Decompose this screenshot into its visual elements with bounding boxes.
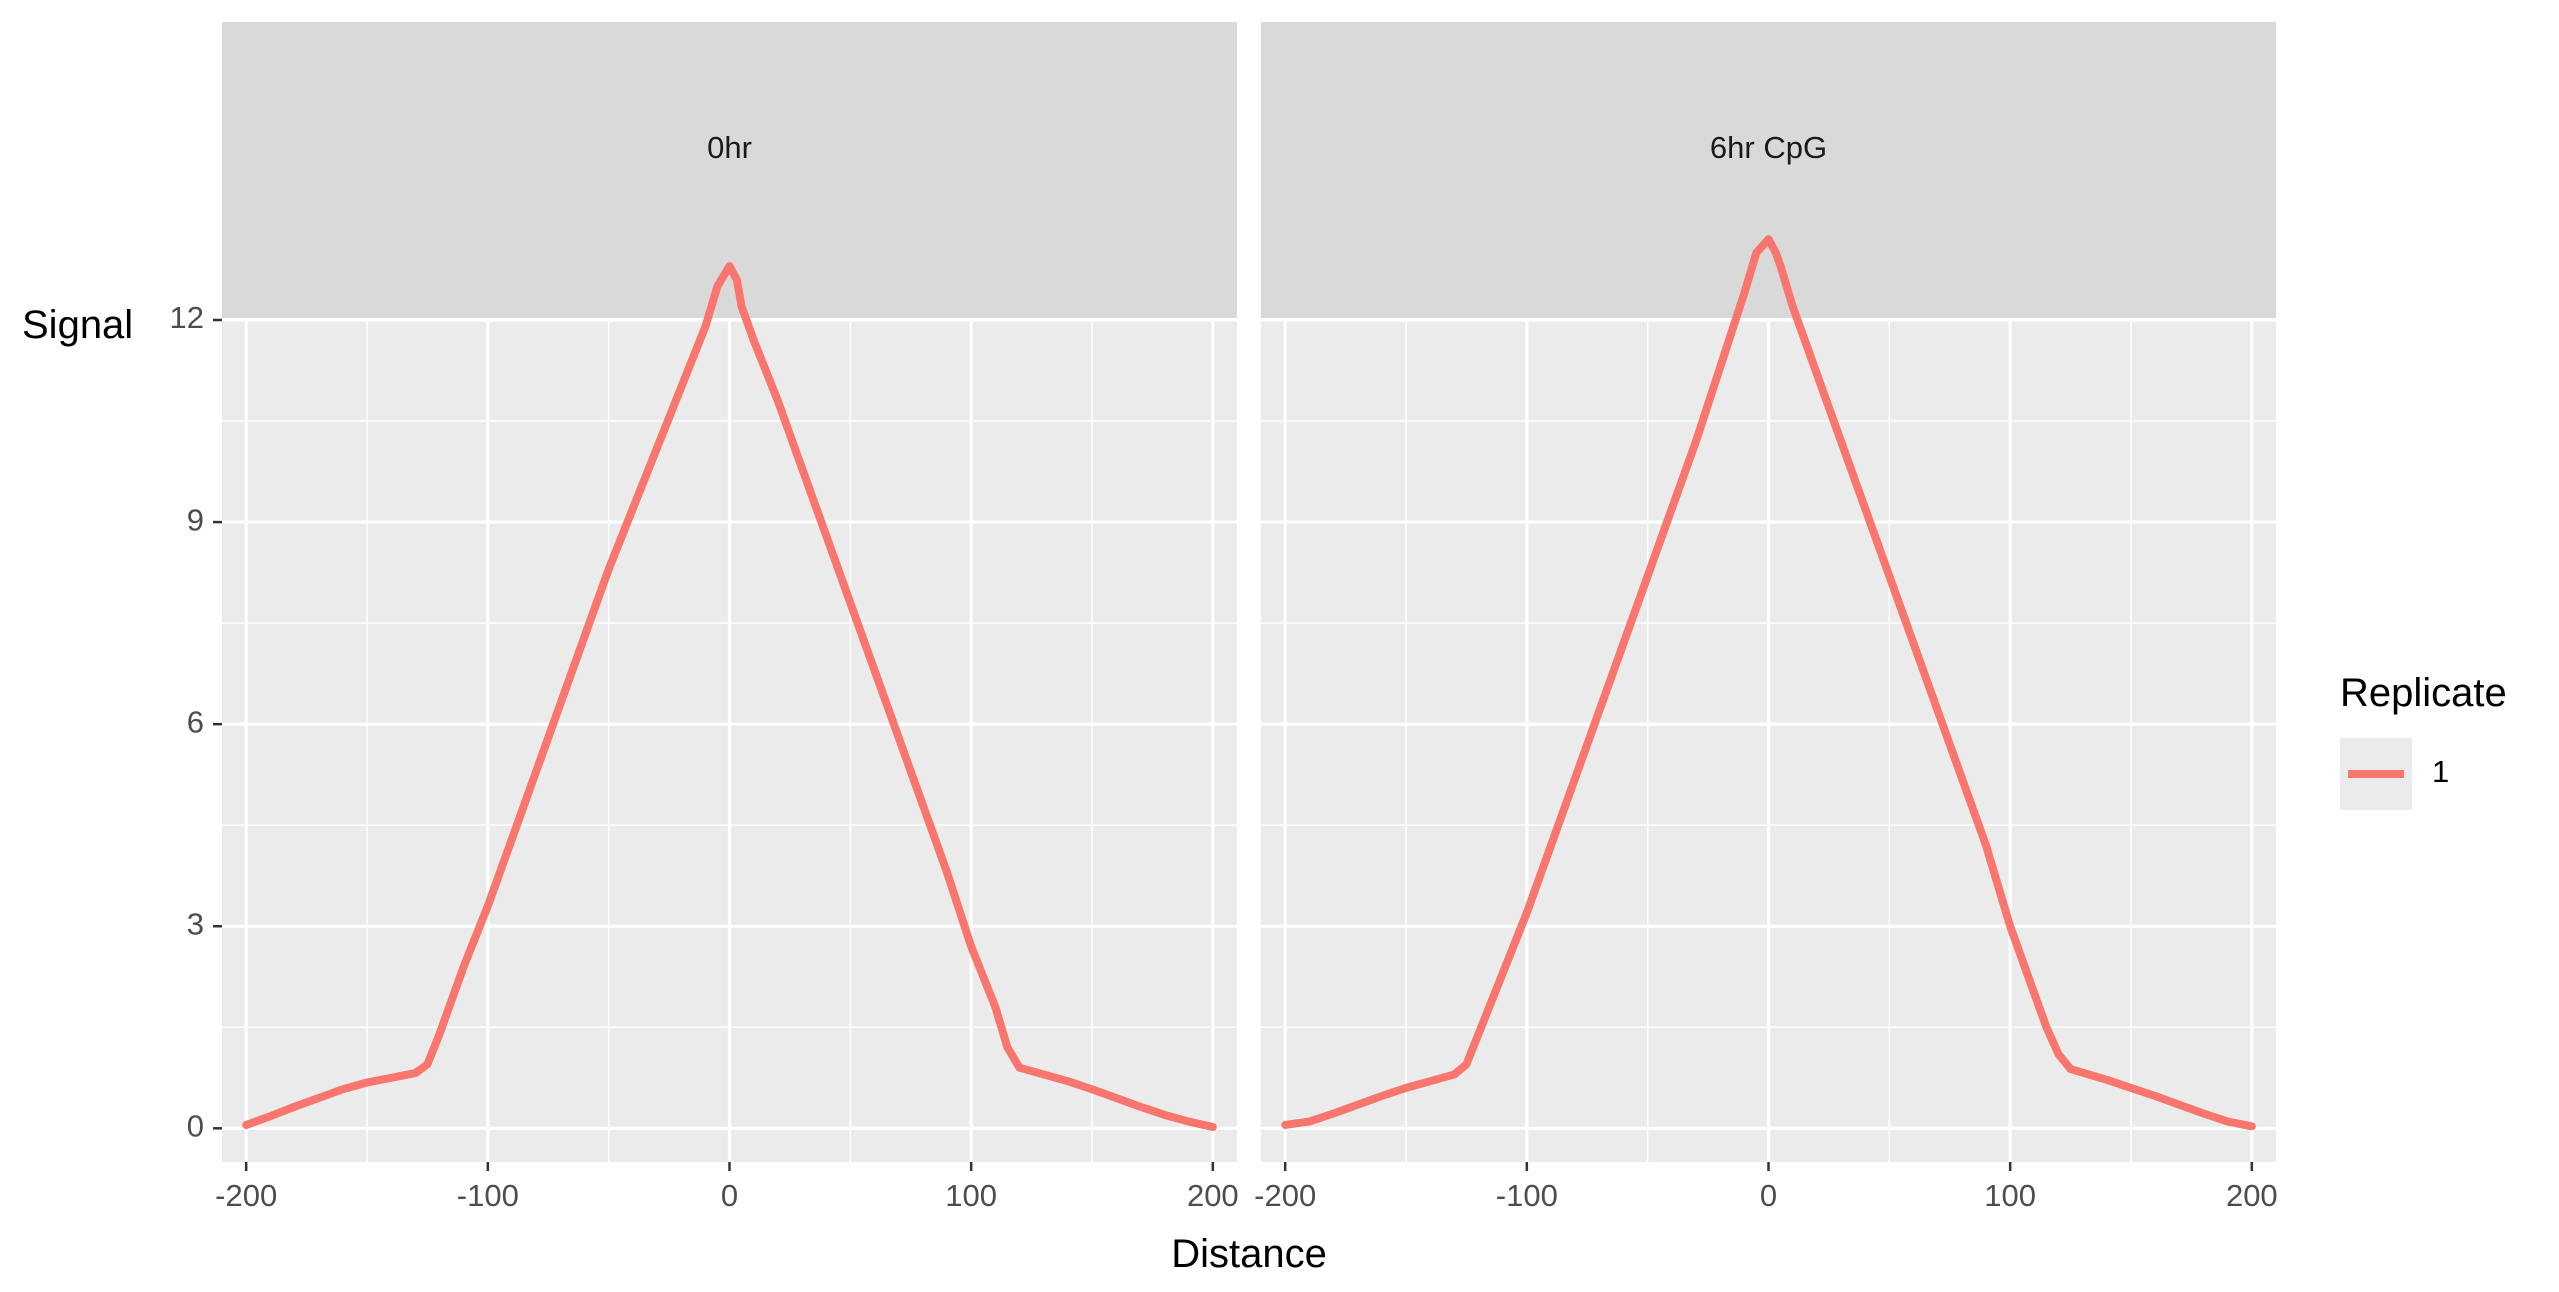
x-tick-label: 100 (945, 1178, 997, 1213)
x-tick-label: -200 (215, 1178, 277, 1213)
x-tick-label: 0 (1760, 1178, 1777, 1213)
y-axis-title: Signal (22, 303, 133, 347)
facet-strip (1261, 22, 2276, 318)
facet-label: 0hr (707, 130, 752, 165)
y-tick-label: 9 (187, 502, 204, 537)
series-line-1 (1281, 235, 2256, 1131)
y-tick-label: 3 (187, 906, 204, 941)
x-tick-label: -200 (1254, 1178, 1316, 1213)
legend-entry-label: 1 (2432, 754, 2449, 789)
legend-title: Replicate (2340, 671, 2507, 715)
x-tick-label: 200 (2226, 1178, 2278, 1213)
x-tick-label: -100 (1496, 1178, 1558, 1213)
y-tick-label: 6 (187, 704, 204, 739)
x-axis-title: Distance (1171, 1232, 1327, 1276)
x-tick-label: 200 (1187, 1178, 1239, 1213)
x-tick-label: 100 (1984, 1178, 2036, 1213)
y-tick-label: 12 (170, 300, 204, 335)
y-tick-label: 0 (187, 1109, 204, 1144)
x-tick-label: 0 (721, 1178, 738, 1213)
x-tick-label: -100 (457, 1178, 519, 1213)
series-line-1 (242, 262, 1217, 1131)
facet-label: 6hr CpG (1710, 130, 1827, 165)
